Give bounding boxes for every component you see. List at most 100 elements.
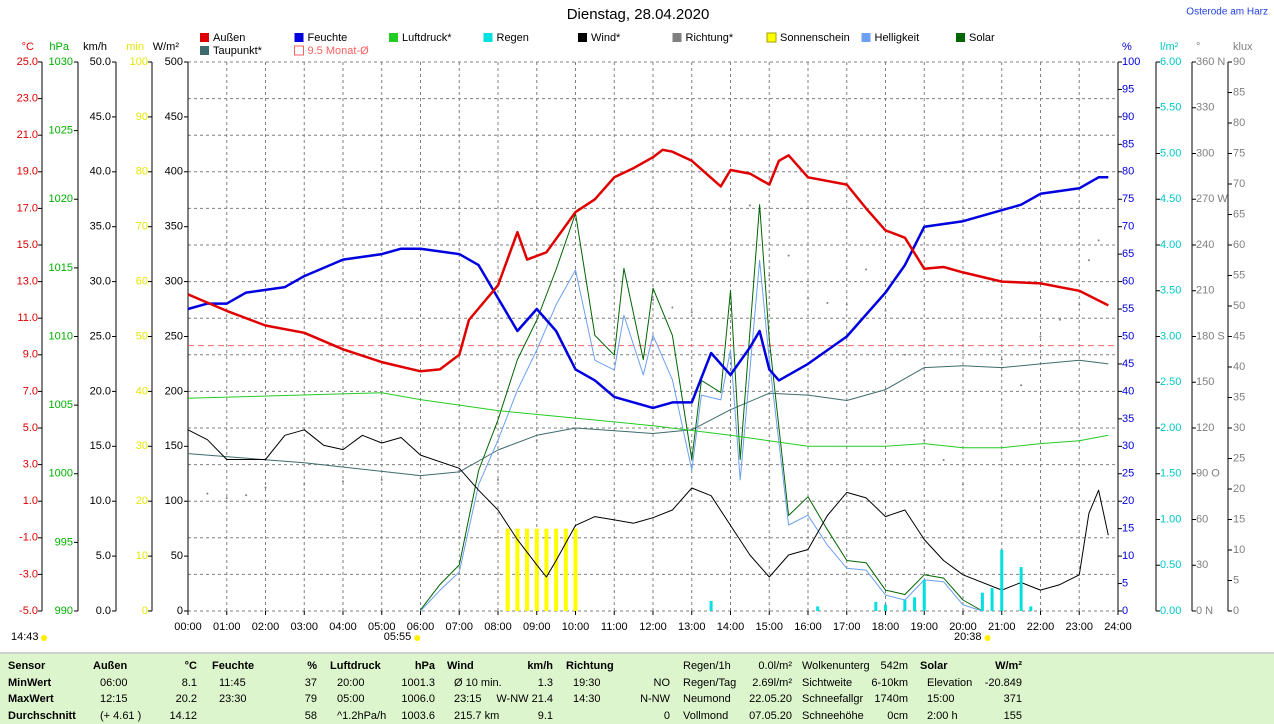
stats-cell: Solar: [920, 660, 948, 672]
y-tick-label: 5.0: [23, 422, 38, 434]
y-tick-label: 60: [136, 276, 148, 288]
y-tick-label: 13.0: [17, 276, 38, 288]
x-tick-label: 21:00: [988, 621, 1016, 633]
y-tick-label: 10.0: [90, 495, 111, 507]
dot: [807, 297, 809, 300]
y-tick-label: 7.0: [23, 385, 38, 397]
x-tick-label: 23:00: [1065, 621, 1093, 633]
y-tick-label: 3.0: [23, 459, 38, 471]
y-tick-label: 450: [165, 111, 183, 123]
x-tick-label: 16:00: [794, 621, 822, 633]
x-tick-label: 22:00: [1027, 621, 1055, 633]
bar: [816, 606, 820, 611]
y-tick-label: 360 N: [1196, 56, 1225, 68]
y-tick-label: 500: [165, 56, 183, 68]
dot: [419, 477, 422, 480]
dot: [1097, 239, 1100, 242]
y-tick-label: 65: [1122, 248, 1134, 260]
x-tick-label: 04:00: [329, 621, 357, 633]
y-tick-label: 200: [165, 385, 183, 397]
dot: [1087, 259, 1090, 262]
y-tick-label: 85: [1122, 138, 1134, 150]
y-tick-label: 70: [1233, 178, 1245, 190]
dot: [903, 353, 906, 356]
series-line: [187, 359, 1109, 477]
stats-cell: 0cm: [887, 710, 908, 722]
bar: [544, 528, 549, 611]
y-tick-label: 0.50: [1160, 559, 1181, 571]
dot: [884, 309, 887, 312]
y-tick-label: 250: [165, 330, 183, 342]
y-tick-label: 25.0: [90, 330, 111, 342]
series-line: [187, 176, 1109, 410]
y-tick-label: 30: [136, 440, 148, 452]
y-tick-label: 240: [1196, 239, 1214, 251]
bar: [515, 528, 520, 611]
legend-swatch: [389, 33, 398, 42]
legend-swatch: [766, 32, 777, 43]
y-tick-label: 350: [165, 221, 183, 233]
y-tick-label: 90 O: [1196, 468, 1220, 480]
sun-icon: [41, 635, 47, 641]
y-tick-label: 70: [136, 221, 148, 233]
bar: [1029, 606, 1033, 611]
y-tick-label: 50: [171, 550, 183, 562]
y-tick-label: 10: [1122, 550, 1134, 562]
y-tick-label: 30.0: [90, 276, 111, 288]
y-tick-label: 25: [1122, 468, 1134, 480]
legend-swatch: [483, 33, 493, 42]
y-tick-label: 0: [1122, 605, 1128, 617]
y-tick-label: 2.00: [1160, 422, 1181, 434]
stats-cell: W-NW 21.4: [496, 693, 553, 705]
y-tick-label: 35: [1122, 413, 1134, 425]
stats-cell: Vollmond: [683, 710, 728, 722]
stats-cell: 1003.6: [401, 710, 435, 722]
x-tick-label: 00:00: [174, 621, 202, 633]
bar: [990, 588, 994, 611]
y-tick-label: -1.0: [19, 532, 38, 544]
stats-cell: Feuchte: [212, 660, 254, 672]
legend-swatch: [672, 33, 682, 42]
y-tick-label: 400: [165, 166, 183, 178]
y-tick-label: 120: [1196, 422, 1214, 434]
stats-cell: NO: [654, 677, 671, 689]
stats-cell: 155: [1004, 710, 1022, 722]
dot: [865, 268, 868, 271]
sun-marker: [984, 635, 991, 641]
bar: [709, 600, 713, 611]
y-tick-label: 1025: [49, 125, 73, 137]
dot: [264, 486, 267, 489]
stats-cell: 542m: [880, 660, 908, 672]
y-tick-label: 15: [1122, 523, 1134, 535]
y-tick-label: 100: [1122, 56, 1140, 68]
legend-label: Richtung*: [686, 32, 734, 44]
dot: [845, 303, 848, 306]
bar: [573, 528, 578, 611]
legend-label: Feuchte: [308, 32, 348, 44]
dot: [303, 483, 306, 486]
y-tick-label: 15.0: [90, 440, 111, 452]
legend-label: Regen: [497, 32, 529, 44]
y-tick-label: 75: [1122, 193, 1134, 205]
y-tick-label: 150: [165, 440, 183, 452]
x-tick-label: 14:00: [717, 621, 745, 633]
y-axis-unit: min: [126, 41, 144, 53]
y-tick-label: 1.0: [23, 495, 38, 507]
legend-label: Wind*: [591, 32, 621, 44]
y-tick-label: 9.0: [23, 349, 38, 361]
stats-cell: 20.2: [176, 693, 197, 705]
stats-cell: 05:00: [337, 693, 365, 705]
y-tick-label: 50: [136, 330, 148, 342]
stats-cell: Elevation: [927, 677, 972, 689]
y-tick-label: 60: [1233, 239, 1245, 251]
y-tick-label: 35: [1233, 391, 1245, 403]
y-tick-label: 55: [1122, 303, 1134, 315]
y-tick-label: 0.0: [96, 605, 111, 617]
y-tick-label: 20: [136, 495, 148, 507]
stats-cell: 19:30: [573, 677, 601, 689]
y-tick-label: 1030: [49, 56, 73, 68]
stats-cell: 14:30: [573, 693, 601, 705]
legend-label: Sonnenschein: [780, 32, 850, 44]
stats-cell: 9.1: [538, 710, 553, 722]
y-tick-label: 0: [1233, 605, 1239, 617]
